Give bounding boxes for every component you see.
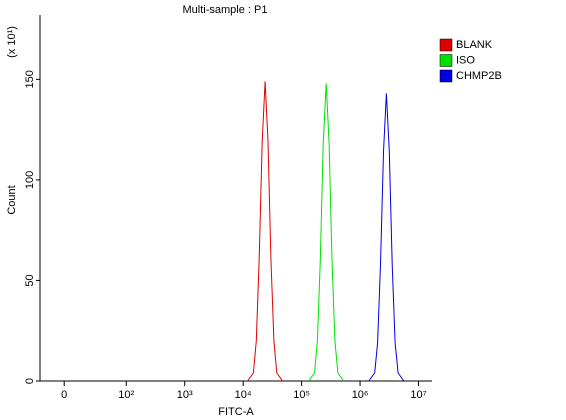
x-tick-label: 10⁶ xyxy=(352,389,369,401)
chart-title: Multi-sample : P1 xyxy=(183,4,268,16)
y-tick-label: 150 xyxy=(24,70,36,88)
legend-label: ISO xyxy=(456,54,475,66)
x-tick-label: 10⁴ xyxy=(235,389,252,401)
histogram-line xyxy=(368,93,405,382)
x-tick-label: 10³ xyxy=(177,389,193,401)
legend-label: CHMP2B xyxy=(456,70,502,82)
y-multiplier: (x 10¹) xyxy=(6,26,18,58)
legend-swatch xyxy=(439,54,453,67)
y-axis-label: Count xyxy=(6,185,18,214)
x-tick-label: 10⁵ xyxy=(293,389,310,401)
histogram-line xyxy=(308,83,345,382)
x-tick-label: 10² xyxy=(118,389,134,401)
x-tick-label: 0 xyxy=(61,389,67,401)
legend-swatch xyxy=(439,69,453,83)
y-tick-label: 100 xyxy=(24,171,36,189)
legend-swatch xyxy=(439,38,453,52)
y-tick-label: 50 xyxy=(24,274,36,286)
histogram-line xyxy=(247,81,284,382)
legend-label: BLANK xyxy=(456,39,493,51)
x-tick-label: 10⁷ xyxy=(410,389,426,401)
x-axis-label: FITC-A xyxy=(218,406,254,418)
y-tick-label: 0 xyxy=(24,378,36,384)
